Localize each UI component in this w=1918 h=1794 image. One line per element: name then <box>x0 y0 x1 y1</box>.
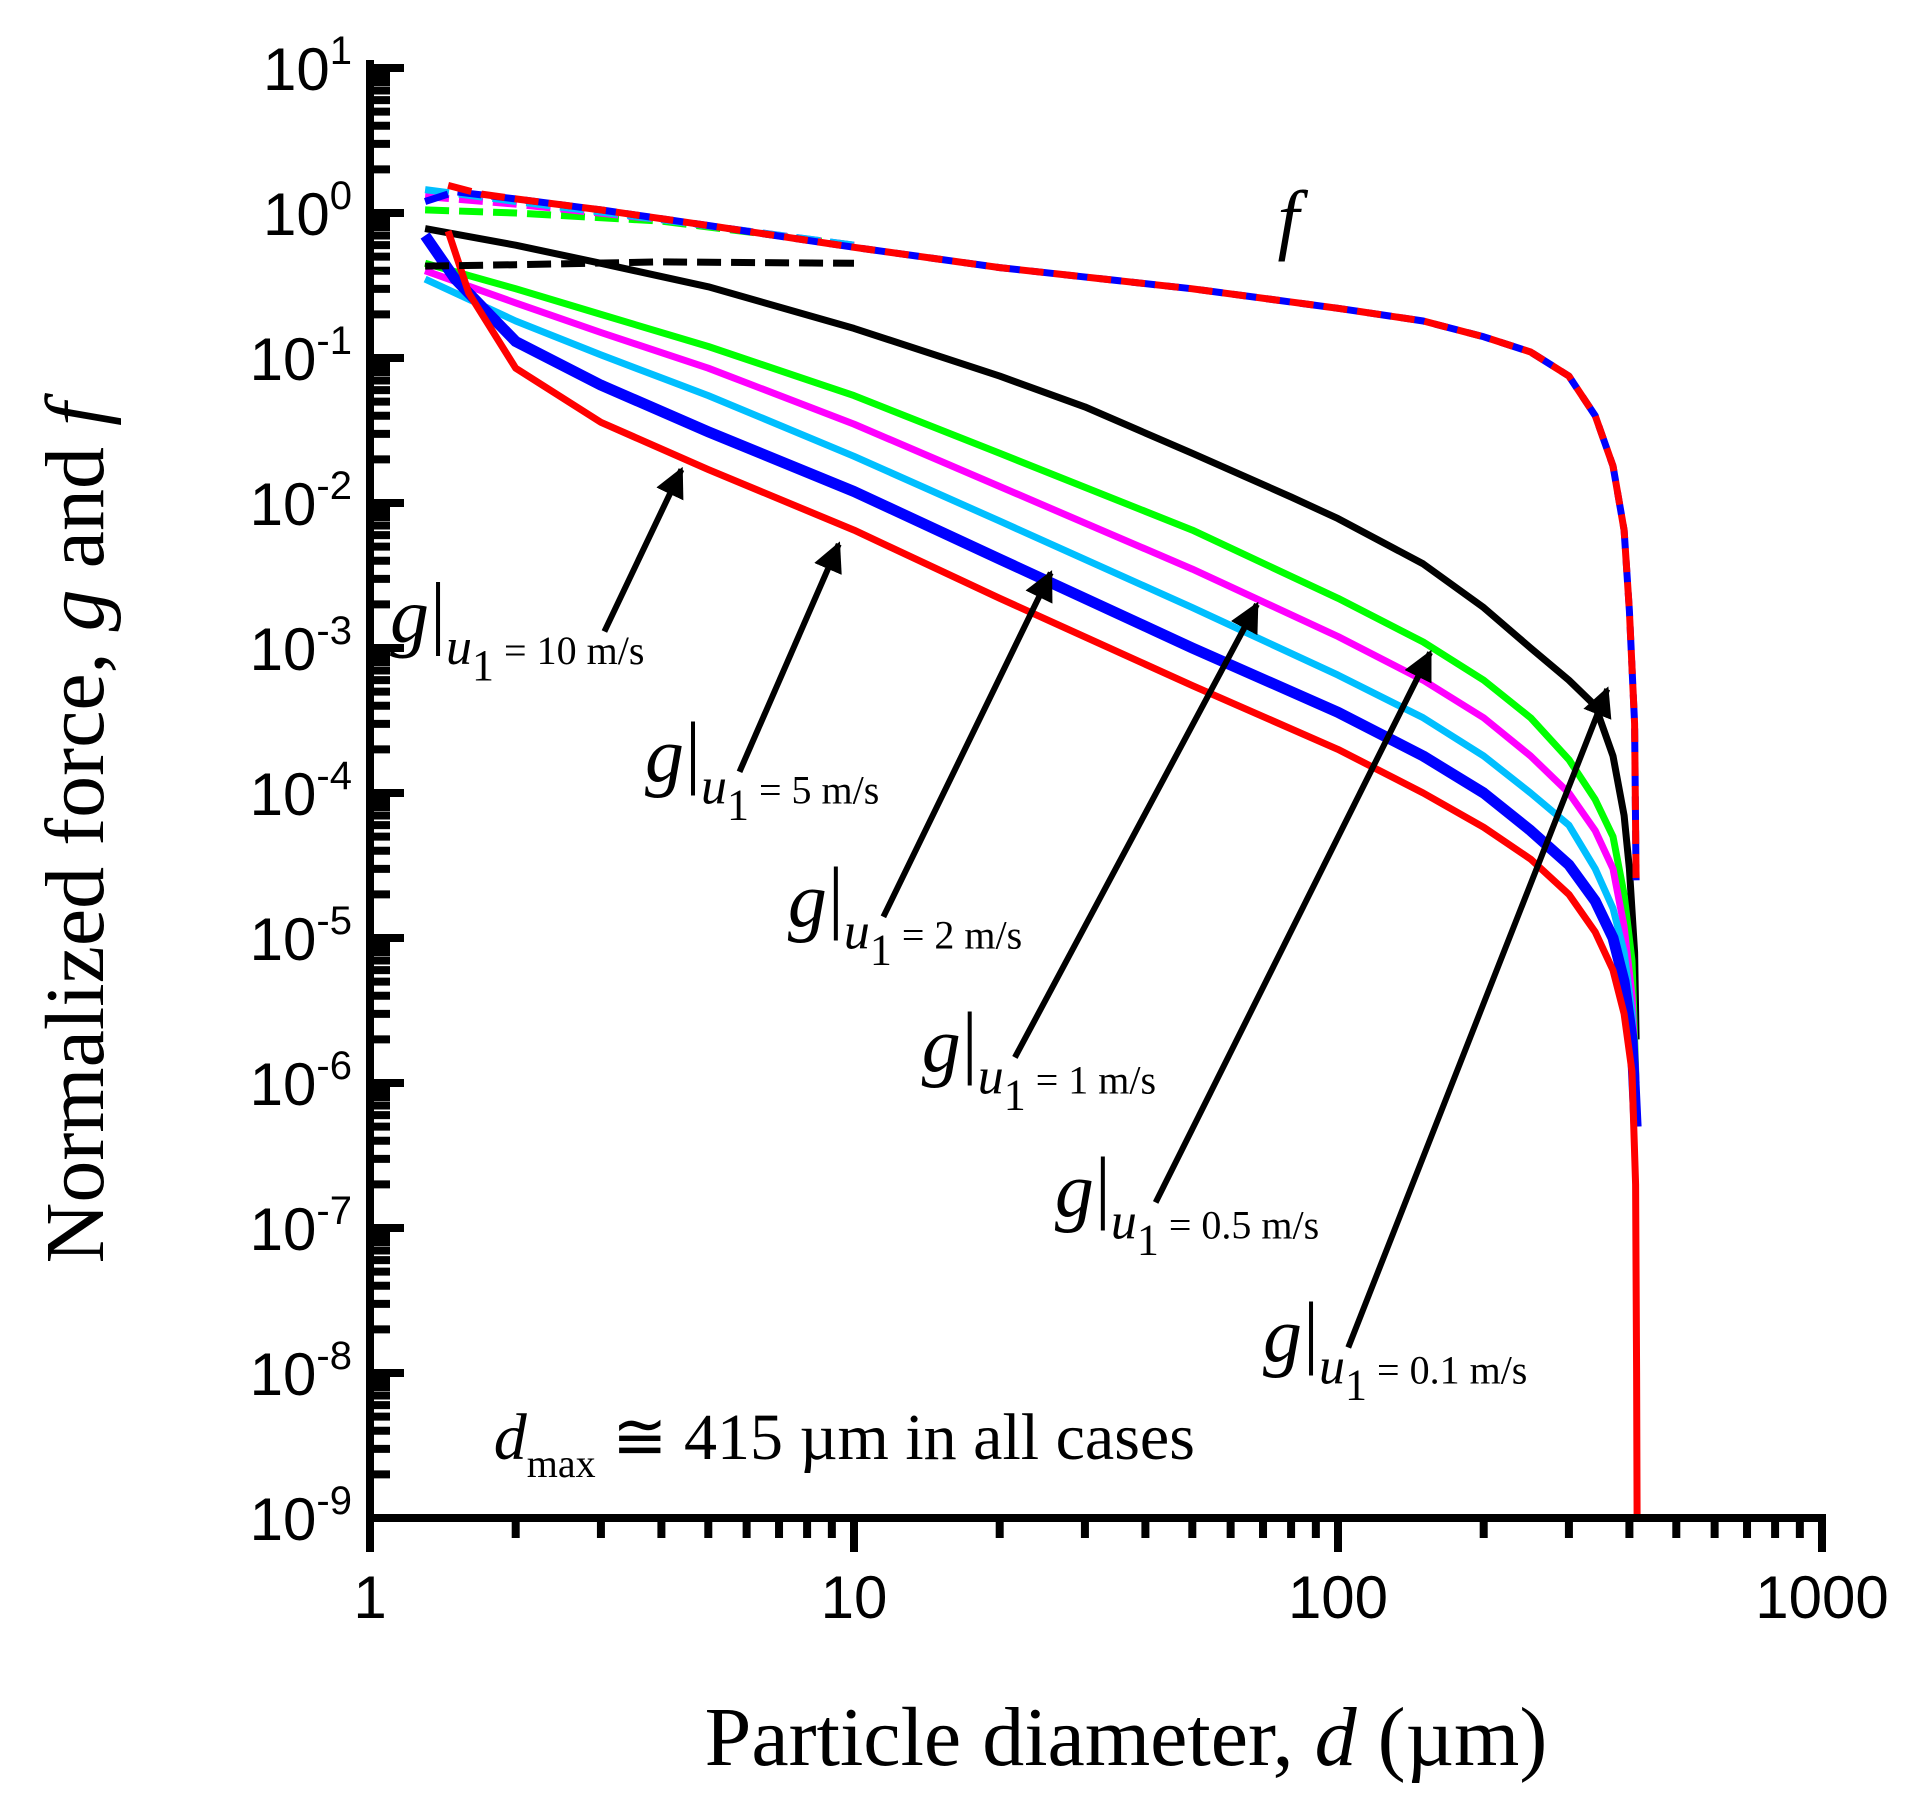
annotation-arrow <box>601 466 685 633</box>
x-tick-label: 10 <box>821 1564 888 1631</box>
g-condition: u1 = 0.5 m/s <box>1111 1194 1319 1265</box>
y-axis-title-prefix: Normalized force, <box>29 631 122 1263</box>
y-tick-label: 10-5 <box>250 899 352 973</box>
g-condition-var: u <box>701 759 727 816</box>
y-tick-base: 10 <box>250 471 317 538</box>
g-label: g <box>788 857 827 944</box>
y-tick-label: 10-2 <box>250 464 352 538</box>
g-label: g <box>922 1002 961 1089</box>
g-condition-var: u <box>844 904 870 961</box>
g-condition-value: = 0.5 m/s <box>1159 1203 1319 1248</box>
y-tick-exponent: 0 <box>330 174 352 218</box>
annotation-arrow <box>1152 649 1433 1204</box>
y-tick-base: 10 <box>250 1486 317 1553</box>
dmax-note: dmax ≅ 415 µm in all cases <box>494 1401 1195 1486</box>
annotation-arrow <box>880 570 1054 919</box>
annotation-arrow <box>1345 686 1612 1349</box>
g-condition-var: u <box>1319 1339 1345 1396</box>
g-label: g <box>1055 1147 1094 1234</box>
series-line <box>424 259 1640 1084</box>
x-axis-title-suffix: (µm) <box>1357 1691 1548 1784</box>
y-tick-label: 10-6 <box>250 1044 352 1118</box>
y-axis-title: Normalized force, g and f <box>29 392 122 1263</box>
g-label: g <box>645 712 684 799</box>
y-tick-base: 10 <box>250 616 317 683</box>
y-tick-exponent: -5 <box>316 899 352 943</box>
g-condition: u1 = 1 m/s <box>978 1049 1156 1120</box>
g-condition: u1 = 2 m/s <box>844 904 1022 975</box>
y-tick-base: 10 <box>263 181 330 248</box>
y-tick-base: 10 <box>250 906 317 973</box>
y-axis-title-mid: and <box>29 426 122 589</box>
y-tick-label: 10-3 <box>250 609 352 683</box>
annotation-arrow <box>1012 601 1260 1059</box>
y-tick-base: 10 <box>263 36 330 103</box>
g-condition: u1 = 0.1 m/s <box>1319 1339 1527 1410</box>
series-line <box>444 229 1641 1518</box>
y-tick-base: 10 <box>250 761 317 828</box>
y-tick-exponent: -8 <box>316 1334 352 1378</box>
y-tick-exponent: -1 <box>316 319 352 363</box>
g-condition-var: u <box>1111 1194 1137 1251</box>
g-condition-subscript: 1 <box>1137 1216 1159 1265</box>
g-condition-subscript: 1 <box>1345 1361 1367 1410</box>
y-tick-label: 10-9 <box>250 1479 352 1553</box>
g-condition-value: = 10 m/s <box>494 628 644 673</box>
y-tick-base: 10 <box>250 1196 317 1263</box>
y-tick-base: 10 <box>250 1051 317 1118</box>
f-label: f <box>1278 175 1309 262</box>
y-tick-base: 10 <box>250 1341 317 1408</box>
g-condition-value: = 0.1 m/s <box>1367 1348 1527 1393</box>
y-axis-title-var1: g <box>29 589 122 631</box>
g-label: g <box>390 572 429 659</box>
g-condition-value: = 5 m/s <box>749 768 879 813</box>
g-condition-value: = 1 m/s <box>1026 1058 1156 1103</box>
g-condition: u1 = 5 m/s <box>701 759 879 830</box>
y-tick-label: 10-1 <box>250 319 352 393</box>
g-label: g <box>1263 1292 1302 1379</box>
dmax-subscript: max <box>527 1441 596 1486</box>
series-line <box>424 193 855 249</box>
y-tick-label: 10-8 <box>250 1334 352 1408</box>
g-condition-value: = 2 m/s <box>892 913 1022 958</box>
x-axis-title: Particle diameter, d (µm) <box>705 1691 1548 1784</box>
y-tick-exponent: -3 <box>316 609 352 653</box>
y-tick-exponent: -6 <box>316 1044 352 1088</box>
y-tick-exponent: 1 <box>330 29 352 73</box>
series-line <box>424 225 1640 1040</box>
annotation-arrow <box>736 541 842 774</box>
g-condition-subscript: 1 <box>1004 1071 1026 1120</box>
y-axis-title-var2: f <box>29 392 122 426</box>
y-tick-exponent: -2 <box>316 464 352 508</box>
x-axis-title-prefix: Particle diameter, <box>705 1691 1315 1784</box>
series-line <box>424 206 855 249</box>
y-tick-label: 100 <box>263 174 352 248</box>
series-line <box>420 232 1642 1127</box>
y-tick-exponent: -9 <box>316 1479 352 1523</box>
y-tick-base: 10 <box>250 326 317 393</box>
series-line <box>425 258 855 270</box>
x-tick-label: 100 <box>1288 1564 1388 1631</box>
g-condition-subscript: 1 <box>870 926 892 975</box>
dmax-d: d <box>494 1401 528 1474</box>
g-condition-var: u <box>978 1049 1004 1106</box>
y-tick-label: 101 <box>263 29 352 103</box>
x-tick-label: 1000 <box>1755 1564 1888 1631</box>
g-condition: u1 = 10 m/s <box>446 619 644 690</box>
x-tick-label: 1 <box>353 1564 386 1631</box>
g-condition-var: u <box>446 619 472 676</box>
g-condition-subscript: 1 <box>472 641 494 690</box>
x-axis-title-var: d <box>1315 1691 1358 1784</box>
series-line <box>447 182 1640 881</box>
y-tick-label: 10-7 <box>250 1189 352 1263</box>
y-tick-exponent: -4 <box>316 754 352 798</box>
y-tick-label: 10-4 <box>250 754 352 828</box>
g-condition-subscript: 1 <box>727 781 749 830</box>
y-tick-exponent: -7 <box>316 1189 352 1233</box>
dmax-rest: ≅ 415 µm in all cases <box>596 1401 1195 1474</box>
series-line <box>423 275 1640 1098</box>
